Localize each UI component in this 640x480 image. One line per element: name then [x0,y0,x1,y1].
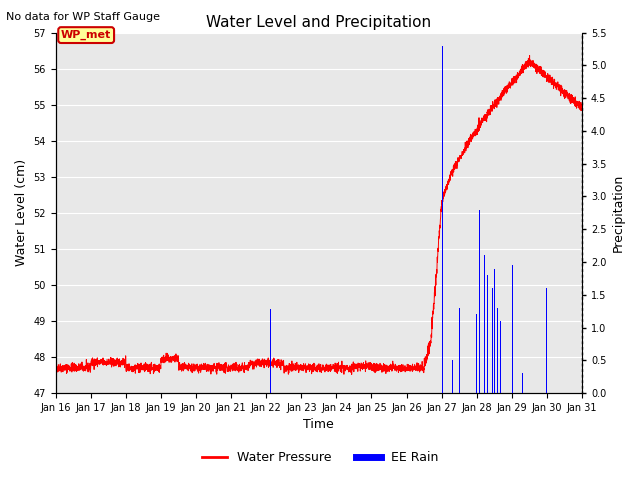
Bar [476,314,477,393]
Bar [301,324,303,393]
Bar [484,255,485,393]
Bar [492,288,493,393]
Bar [479,210,480,393]
Bar [522,373,523,393]
Bar [442,46,443,393]
Bar [270,309,271,393]
X-axis label: Time: Time [303,419,334,432]
Bar [459,308,460,393]
Bar [481,295,483,393]
Bar [550,360,552,393]
Bar [500,321,501,393]
Bar [487,275,488,393]
Bar [497,308,498,393]
Title: Water Level and Precipitation: Water Level and Precipitation [206,15,431,30]
Y-axis label: Precipitation: Precipitation [612,174,625,252]
Legend: Water Pressure, EE Rain: Water Pressure, EE Rain [196,446,444,469]
Text: No data for WP Staff Gauge: No data for WP Staff Gauge [6,12,161,22]
Bar [516,367,518,393]
Bar [374,370,376,393]
Text: WP_met: WP_met [61,30,111,40]
Y-axis label: Water Level (cm): Water Level (cm) [15,159,28,266]
Bar [512,265,513,393]
